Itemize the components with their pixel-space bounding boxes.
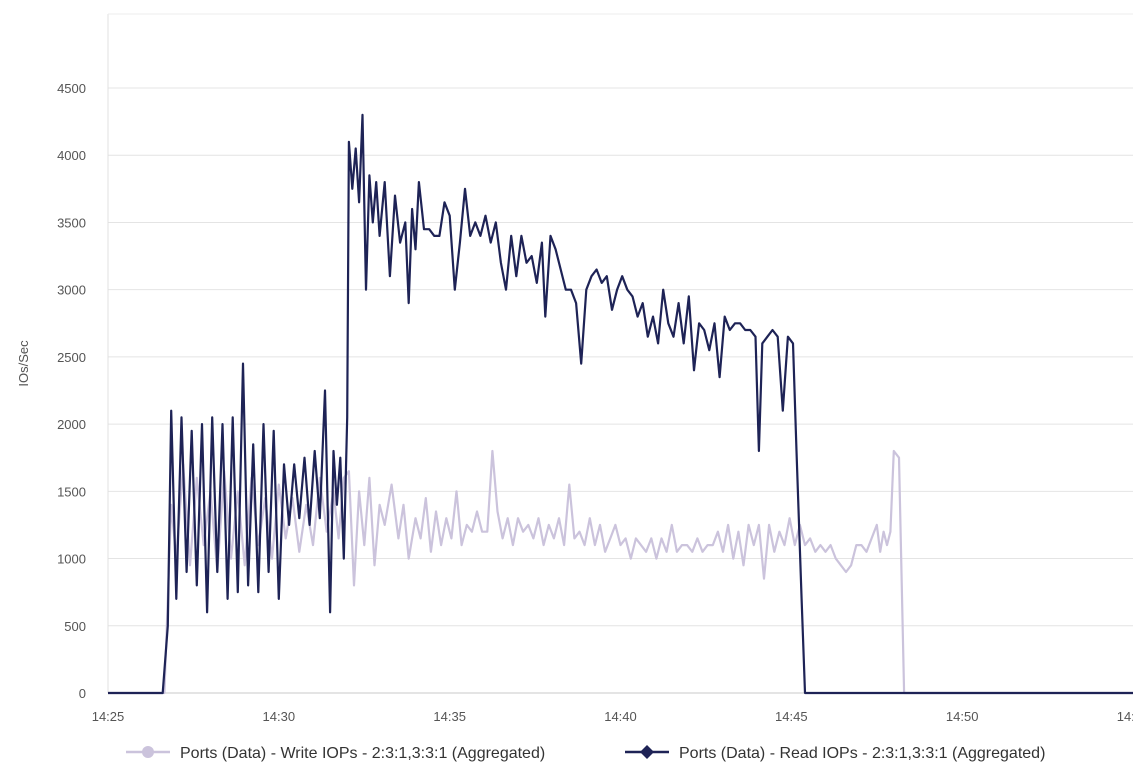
y-tick-label: 1000 [57,552,86,567]
grid-lines [108,87,1133,694]
legend-label: Ports (Data) - Write IOPs - 2:3:1,3:3:1 … [180,745,545,762]
x-tick-label: 14:45 [775,709,808,724]
tick-labels: 0 500 1000 1500 2000 2500 3000 3500 4000 4500 14:2… [57,81,1133,724]
x-tick-label: 14:50 [946,709,979,724]
y-axis-title: IOs/Sec [16,340,31,387]
y-tick-label: 4000 [57,148,86,163]
y-tick-label: 0 [79,686,86,701]
x-tick-label: 14:25 [92,709,125,724]
y-tick-label: 2500 [57,350,86,365]
x-tick-label: 14:35 [433,709,466,724]
y-tick-label: 4500 [57,81,86,96]
x-tick-label: 14:30 [263,709,296,724]
legend: Ports (Data) - Write IOPs - 2:3:1,3:3:1 … [126,745,1045,762]
y-tick-label: 1500 [57,484,86,499]
series-lines [108,113,1133,695]
y-tick-label: 3000 [57,283,86,298]
legend-diamond-marker [640,745,654,759]
legend-item-write-iops[interactable]: Ports (Data) - Write IOPs - 2:3:1,3:3:1 … [126,745,545,762]
legend-item-read-iops[interactable]: Ports (Data) - Read IOPs - 2:3:1,3:3:1 (… [625,745,1045,762]
axes [107,13,1133,693]
y-tick-label: 3500 [57,215,86,230]
x-tick-label: 14:40 [604,709,637,724]
series-line-read-iops[interactable] [108,113,1133,695]
x-tick-label: 14:55 [1117,709,1133,724]
y-tick-label: 500 [64,619,86,634]
y-tick-label: 2000 [57,417,86,432]
legend-circle-marker [142,746,154,758]
legend-label: Ports (Data) - Read IOPs - 2:3:1,3:3:1 (… [679,745,1045,762]
